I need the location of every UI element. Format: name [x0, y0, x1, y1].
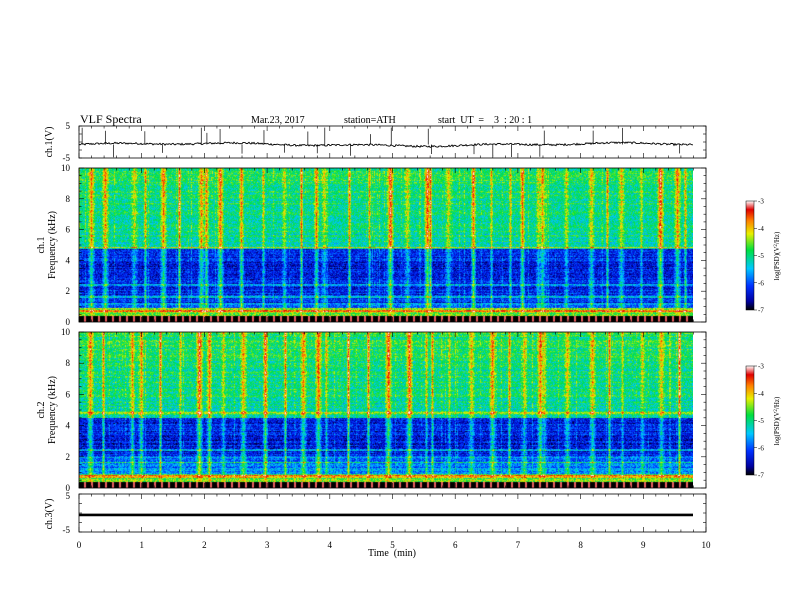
waveform-line [78, 141, 693, 148]
ch2-ylabel: ch.2 Frequency (kHz) [36, 376, 58, 444]
colorbar-tick-label: -4 [758, 225, 764, 233]
x-tick-label: 1 [139, 540, 144, 550]
ch3-ytick-top: 5 [66, 491, 71, 501]
colorbar-tick-label: -6 [758, 444, 764, 452]
ch1-colorbar-gradient [745, 200, 755, 311]
colorbar-tick-label: -7 [758, 472, 764, 480]
colorbar-tick-label: -3 [758, 363, 764, 371]
x-tick-label: 3 [265, 540, 270, 550]
ch1-waveform-ticks [78, 126, 707, 158]
ch3-waveform-trace [79, 493, 706, 533]
ch1-colorbar: -3 -4 -5 -6 -7 log(PSD)(V2/Hz) [745, 198, 781, 315]
colorbar-tick-label: -5 [758, 252, 764, 260]
colorbar-tick-label: -5 [758, 417, 764, 425]
ch1-colorbar-ticks: -3 -4 -5 -6 -7 [754, 198, 764, 315]
ch2-ylabel-frequency: Frequency (kHz) [47, 376, 58, 444]
ch2-spectrogram-image [79, 332, 693, 488]
figure-title: VLF Spectra [80, 112, 142, 126]
ch2-spectrogram-ticks: 0 2 4 6 8 10 [61, 327, 707, 493]
y-tick-label: 2 [66, 452, 71, 462]
ch3-ytick-bottom: -5 [63, 525, 71, 535]
ch2-colorbar-label: log(PSD)(V2/Hz) [773, 396, 781, 445]
ch1-waveform-trace [78, 125, 706, 159]
y-tick-label: 4 [66, 255, 71, 265]
x-tick-label: 0 [77, 540, 82, 550]
ch1-ylabel-frequency: Frequency (kHz) [47, 211, 58, 279]
x-tick-label: 10 [702, 540, 712, 550]
ch3-waveform-ticks [78, 494, 707, 532]
ch1-colorbar-label: log(PSD)(V2/Hz) [773, 231, 781, 280]
y-tick-label: 8 [66, 194, 71, 204]
ch3-waveform-panel: 5 -5 ch.3(V) 0 1 2 3 4 5 6 7 8 9 10 Time (min) [44, 491, 711, 559]
colorbar-tick-label: -3 [758, 198, 764, 206]
ch1-ylabel: ch.1(V) [44, 127, 55, 158]
y-tick-label: 8 [66, 358, 71, 368]
ch1-spectrogram-ticks: 0 2 4 6 8 10 [61, 163, 707, 327]
y-tick-label: 6 [66, 389, 71, 399]
station-label: station=ATH [344, 115, 396, 126]
ch1-ylabel-channel: ch.1 [36, 237, 47, 254]
ch1-waveform-panel: 5 -5 ch.1(V) [44, 121, 707, 163]
x-tick-label: 2 [202, 540, 207, 550]
ch2-colorbar-ticks: -3 -4 -5 -6 -7 [754, 363, 764, 480]
ch1-spectrogram-image [79, 168, 693, 322]
ch2-colorbar-gradient [745, 365, 755, 476]
x-tick-label: 9 [641, 540, 646, 550]
ch3-waveform-frame [78, 493, 707, 533]
y-tick-label: 10 [61, 163, 71, 173]
ch2-ylabel-channel: ch.2 [36, 402, 47, 419]
ch1-ylabel: ch.1 Frequency (kHz) [36, 211, 58, 279]
ch1-ytick-top: 5 [66, 121, 71, 131]
colorbar-tick-label: -7 [758, 307, 764, 315]
x-tick-label: 8 [578, 540, 583, 550]
y-tick-label: 2 [66, 286, 71, 296]
start-time-label: start UT = 3 : 20 : 1 [438, 115, 532, 126]
ch3-ylabel: ch.3(V) [44, 499, 55, 530]
ch1-spectrogram-panel: 0 2 4 6 8 10 ch.1 Frequency (kHz) [36, 163, 707, 327]
x-tick-label: 5 [390, 540, 395, 550]
time-axis-label: Time (min) [368, 548, 416, 559]
y-tick-label: 4 [66, 421, 71, 431]
y-tick-label: 0 [66, 483, 71, 493]
x-tick-label: 6 [453, 540, 458, 550]
colorbar-tick-label: -4 [758, 390, 764, 398]
time-axis-ticklabels: 0 1 2 3 4 5 6 7 8 9 10 [77, 540, 711, 550]
y-tick-label: 0 [66, 317, 71, 327]
ch2-spectrogram-panel: 0 2 4 6 8 10 ch.2 Frequency (kHz) [36, 327, 707, 493]
ch2-colorbar: -3 -4 -5 -6 -7 log(PSD)(V2/Hz) [745, 363, 781, 480]
x-tick-label: 4 [328, 540, 333, 550]
y-tick-label: 6 [66, 225, 71, 235]
ch1-ytick-bottom: -5 [63, 153, 71, 163]
colorbar-tick-label: -6 [758, 279, 764, 287]
date-label: Mar.23, 2017 [251, 115, 305, 126]
y-tick-label: 10 [61, 327, 71, 337]
x-tick-label: 7 [516, 540, 521, 550]
